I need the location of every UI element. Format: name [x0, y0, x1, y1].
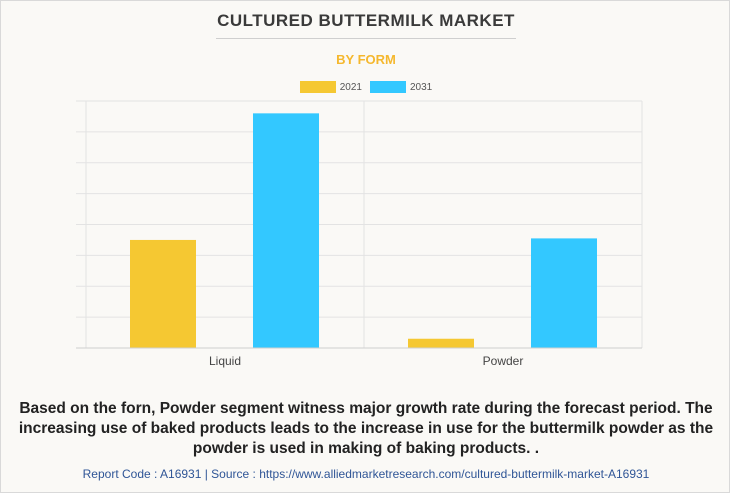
legend-item-2021: 2021	[299, 81, 362, 93]
bar-liquid-2021	[130, 239, 196, 348]
chart-axis: Liquid Powder	[76, 347, 642, 368]
bar-powder-2031	[531, 238, 597, 348]
chart-bars	[130, 113, 597, 348]
chart-description: Based on the forn, Powder segment witnes…	[18, 400, 714, 457]
bar-chart: Liquid Powder	[76, 100, 643, 368]
report-source-footer[interactable]: Report Code : A16931 | Source : https://…	[82, 467, 650, 481]
chart-title: CULTURED BUTTERMILK MARKET	[217, 11, 515, 30]
legend-item-2031: 2031	[370, 81, 432, 93]
title-divider	[216, 38, 516, 39]
chart-legend: 2021 2031	[1, 81, 730, 93]
bar-powder-2021	[408, 338, 474, 348]
bar-liquid-2031	[253, 113, 319, 348]
legend-label-2021: 2021	[339, 81, 362, 93]
x-tick-label: Liquid	[209, 354, 241, 368]
chart-subtitle: BY FORM	[336, 52, 396, 67]
x-tick-label: Powder	[483, 354, 524, 368]
legend-swatch-2021	[299, 81, 336, 93]
legend-swatch-2031	[370, 81, 406, 93]
legend-label-2031: 2031	[410, 81, 433, 93]
